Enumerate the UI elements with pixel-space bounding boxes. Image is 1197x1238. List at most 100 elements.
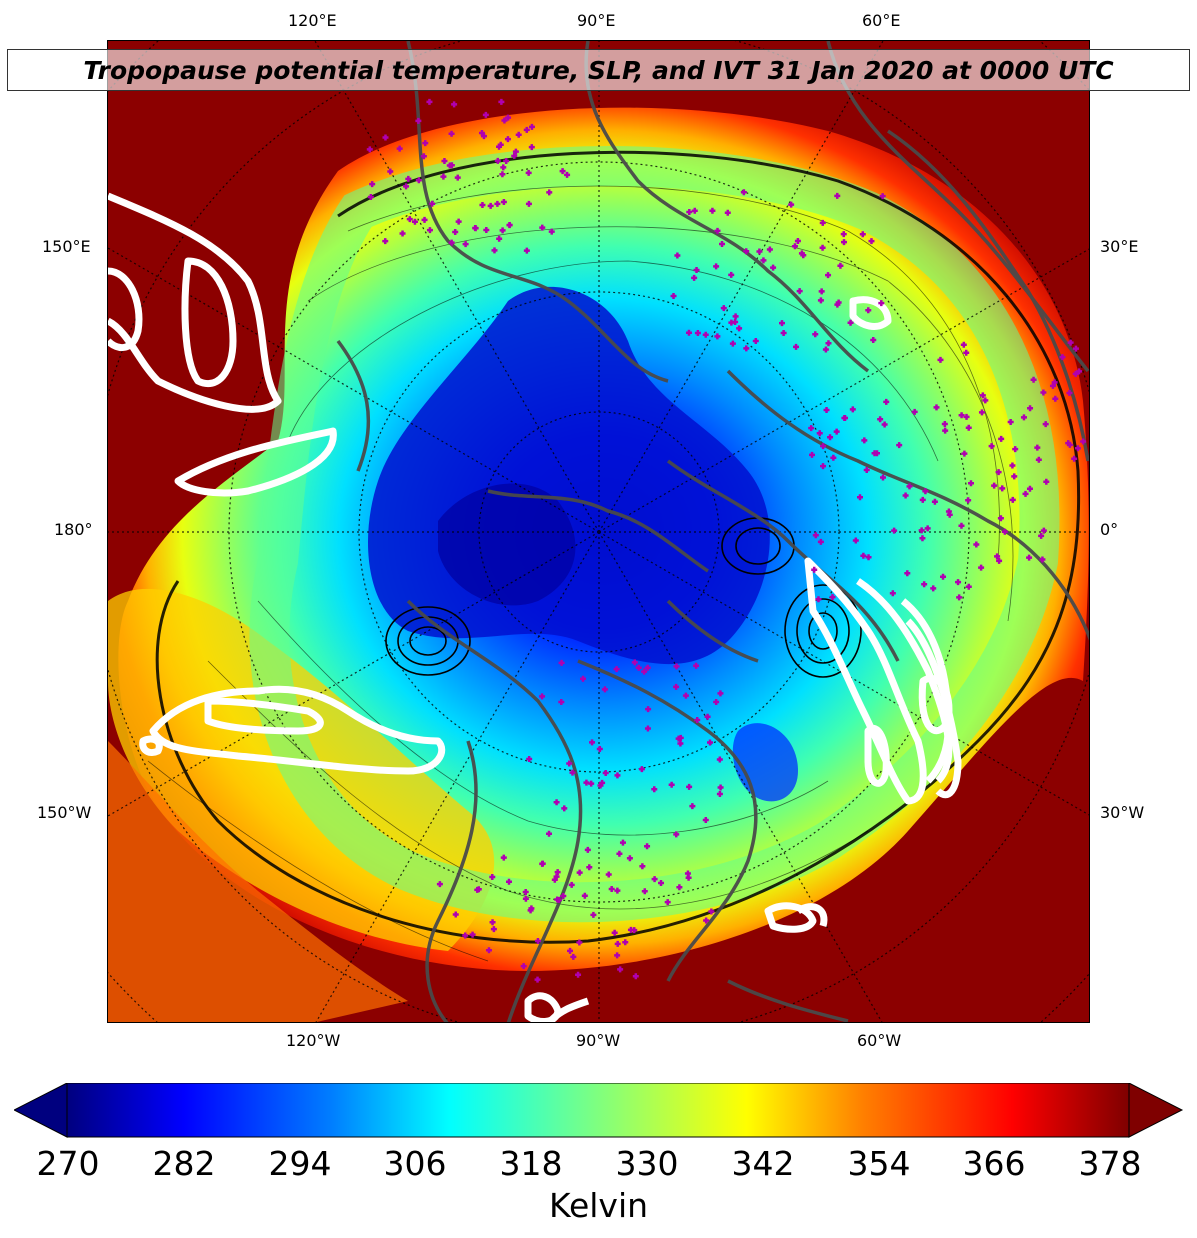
station-marker bbox=[382, 134, 389, 141]
theta-green-ring bbox=[249, 146, 1060, 923]
station-marker bbox=[978, 564, 985, 571]
station-marker bbox=[626, 855, 633, 862]
station-marker bbox=[713, 263, 720, 270]
station-marker bbox=[631, 927, 638, 934]
station-marker bbox=[645, 706, 652, 713]
station-marker bbox=[861, 437, 868, 444]
station-marker bbox=[961, 450, 968, 457]
ivt-contours bbox=[108, 192, 962, 1022]
station-marker bbox=[499, 171, 506, 178]
station-marker bbox=[608, 886, 615, 892]
station-marker bbox=[674, 252, 681, 259]
station-marker bbox=[849, 406, 856, 413]
station-marker bbox=[489, 873, 496, 880]
station-marker bbox=[766, 246, 773, 253]
station-marker bbox=[522, 888, 529, 895]
station-marker bbox=[567, 947, 574, 954]
station-marker bbox=[668, 781, 675, 788]
station-marker bbox=[405, 175, 412, 182]
station-marker bbox=[1035, 456, 1042, 463]
station-marker bbox=[526, 755, 533, 762]
map-canvas[interactable] bbox=[108, 41, 1090, 1023]
station-marker bbox=[406, 216, 413, 223]
station-marker bbox=[942, 427, 949, 434]
theta-cold-core-2 bbox=[438, 483, 576, 606]
station-marker bbox=[632, 973, 639, 980]
colorbar-gradient bbox=[66, 1083, 1130, 1138]
station-marker bbox=[644, 664, 651, 671]
station-marker bbox=[1059, 354, 1066, 361]
station-marker bbox=[677, 734, 684, 741]
station-marker bbox=[902, 492, 909, 499]
station-marker bbox=[994, 553, 1001, 560]
station-marker bbox=[736, 325, 743, 332]
station-marker bbox=[941, 421, 948, 428]
station-marker bbox=[641, 888, 648, 895]
station-marker bbox=[702, 331, 709, 338]
station-marker bbox=[865, 307, 872, 314]
coastlines bbox=[336, 41, 1089, 1022]
station-marker bbox=[1065, 440, 1072, 447]
station-marker bbox=[500, 198, 507, 205]
lat-label-180: 180° bbox=[54, 520, 93, 539]
station-marker bbox=[812, 331, 819, 338]
station-marker bbox=[788, 201, 795, 208]
station-marker bbox=[1052, 395, 1059, 402]
station-marker bbox=[475, 886, 482, 893]
station-marker bbox=[494, 157, 501, 164]
station-marker bbox=[918, 527, 925, 534]
station-marker bbox=[924, 525, 931, 532]
station-marker bbox=[933, 404, 940, 411]
station-marker bbox=[922, 488, 929, 495]
station-marker bbox=[955, 579, 962, 586]
station-marker bbox=[708, 908, 715, 915]
lon-label-60e: 60°E bbox=[862, 11, 901, 30]
station-marker bbox=[930, 585, 937, 592]
station-marker bbox=[911, 408, 918, 415]
station-marker bbox=[505, 114, 512, 121]
station-marker bbox=[506, 221, 513, 228]
station-marker bbox=[631, 659, 638, 666]
station-marker bbox=[841, 239, 848, 246]
station-marker bbox=[1042, 421, 1049, 428]
station-marker bbox=[752, 337, 759, 344]
station-marker bbox=[421, 216, 428, 223]
station-marker bbox=[833, 428, 840, 435]
station-marker bbox=[483, 226, 490, 233]
colorbar-tick: 330 bbox=[615, 1144, 679, 1183]
station-marker bbox=[1071, 455, 1078, 462]
station-marker bbox=[871, 450, 878, 457]
station-marker bbox=[525, 169, 532, 176]
theta-orange-band bbox=[108, 741, 408, 1022]
station-marker bbox=[500, 854, 507, 861]
map-panel[interactable] bbox=[107, 40, 1090, 1023]
station-marker bbox=[808, 425, 815, 432]
station-marker bbox=[1072, 345, 1079, 352]
station-marker bbox=[469, 931, 476, 938]
station-marker bbox=[958, 522, 965, 529]
station-marker bbox=[827, 434, 834, 441]
station-marker bbox=[452, 229, 459, 236]
station-marker bbox=[367, 193, 374, 200]
station-marker bbox=[396, 145, 403, 152]
station-marker bbox=[891, 527, 898, 534]
station-marker bbox=[589, 739, 596, 746]
station-marker bbox=[906, 483, 913, 490]
colorbar-tick: 294 bbox=[268, 1144, 332, 1183]
station-marker bbox=[1034, 444, 1041, 451]
station-marker bbox=[512, 148, 519, 155]
station-marker bbox=[965, 583, 972, 590]
lat-label-0: 0° bbox=[1100, 520, 1119, 539]
station-marker bbox=[691, 207, 698, 214]
station-marker bbox=[478, 129, 485, 136]
station-marker bbox=[921, 581, 928, 588]
station-marker bbox=[584, 846, 591, 853]
station-marker bbox=[812, 532, 819, 539]
colorbar-tick: 342 bbox=[731, 1144, 795, 1183]
station-marker bbox=[411, 218, 418, 225]
station-marker bbox=[415, 117, 422, 124]
station-marker bbox=[717, 784, 724, 791]
station-marker bbox=[1040, 527, 1047, 534]
station-marker bbox=[940, 573, 947, 580]
lat-label-150w: 150°W bbox=[37, 803, 92, 822]
